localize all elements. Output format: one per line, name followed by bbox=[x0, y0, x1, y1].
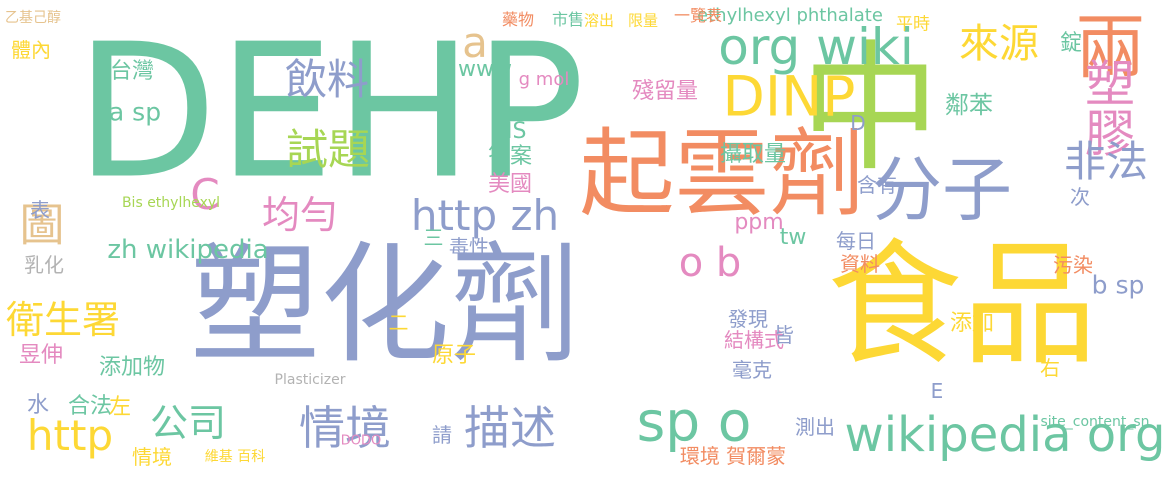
cloud-word: 毫克 bbox=[732, 358, 772, 382]
cloud-word: a bbox=[462, 18, 488, 67]
cloud-word: C bbox=[190, 170, 220, 219]
cloud-word: 台灣 bbox=[109, 59, 155, 84]
cloud-word: 分子 bbox=[872, 149, 1012, 231]
cloud-word: 中 bbox=[799, 28, 941, 191]
cloud-word: 塑膠 bbox=[1077, 57, 1135, 157]
cloud-word: 每日 bbox=[836, 229, 876, 253]
cloud-word: g mol bbox=[518, 69, 570, 90]
cloud-word: MS bbox=[493, 119, 527, 144]
cloud-word: 起雲劑 bbox=[579, 119, 865, 230]
cloud-word: http zh bbox=[410, 191, 560, 240]
cloud-word: 污染 bbox=[1053, 253, 1093, 277]
cloud-word: 衛生署 bbox=[5, 298, 121, 342]
cloud-word: 鄰苯 bbox=[945, 91, 993, 119]
cloud-word: 左 bbox=[108, 395, 132, 420]
cloud-word: Bis ethylhexyl bbox=[121, 195, 221, 211]
cloud-word: 一覽表 bbox=[673, 6, 723, 25]
cloud-word: 均勻 bbox=[261, 193, 339, 237]
cloud-word: http bbox=[26, 411, 114, 460]
cloud-word: www bbox=[458, 57, 512, 82]
cloud-word: 情境 bbox=[132, 445, 172, 469]
cloud-word: tw bbox=[779, 225, 807, 250]
cloud-word: DINP bbox=[722, 64, 856, 129]
cloud-word: D bbox=[850, 111, 866, 135]
cloud-word: 請 bbox=[432, 423, 452, 447]
cloud-word: ppm bbox=[734, 210, 784, 235]
cloud-word: 溶出 bbox=[583, 11, 615, 30]
cloud-word: 食品 bbox=[827, 226, 1097, 384]
cloud-word: 含有 bbox=[857, 173, 897, 197]
cloud-word: 來源 bbox=[959, 21, 1039, 67]
cloud-word: 公司 bbox=[149, 401, 227, 445]
cloud-word: 二 bbox=[385, 312, 409, 332]
cloud-word: 描述 bbox=[464, 401, 556, 455]
cloud-word: 次 bbox=[1070, 185, 1090, 209]
cloud-word: 昱伸 bbox=[18, 343, 64, 368]
cloud-word: 添加物 bbox=[98, 355, 166, 380]
cloud-word: 殘留量 bbox=[631, 79, 699, 104]
cloud-word: E bbox=[930, 379, 944, 403]
cloud-word: zh wikipedia bbox=[107, 235, 269, 265]
cloud-word: 右 bbox=[1040, 356, 1060, 380]
cloud-word: 塑化劑 bbox=[189, 229, 581, 381]
cloud-word: 情境 bbox=[299, 401, 391, 455]
cloud-word: 添加 bbox=[949, 311, 995, 336]
cloud-word: 限量 bbox=[627, 11, 659, 30]
cloud-word: 發現 bbox=[728, 307, 768, 331]
cloud-word: 測出 bbox=[795, 415, 835, 439]
cloud-word: 非法 bbox=[1063, 137, 1149, 186]
cloud-word: 錠 bbox=[1059, 31, 1083, 56]
cloud-word: 環境 賀爾蒙 bbox=[679, 444, 787, 468]
cloud-word: 兩 bbox=[1064, 10, 1146, 80]
cloud-word: o b bbox=[678, 240, 742, 286]
cloud-word: 原子 bbox=[431, 343, 477, 368]
cloud-word: org wiki bbox=[718, 18, 914, 76]
cloud-word: 維基 百科 bbox=[204, 449, 266, 465]
cloud-word: site_content_sn bbox=[1040, 414, 1150, 430]
cloud-word: wikipedia org bbox=[844, 407, 1166, 463]
cloud-word: Plasticizer bbox=[274, 372, 346, 388]
cloud-word: 水 bbox=[26, 393, 50, 418]
cloud-word: 美國 bbox=[487, 172, 533, 197]
cloud-word: ethylhexyl phthalate bbox=[697, 5, 883, 26]
cloud-word: 體內 bbox=[11, 38, 51, 62]
cloud-word: 毒性 bbox=[449, 235, 489, 259]
cloud-word: 乙基己醇 bbox=[5, 10, 61, 26]
cloud-word: 飲料 bbox=[284, 55, 370, 104]
cloud-word: DEHP bbox=[74, 3, 586, 220]
cloud-word: 三 bbox=[420, 227, 444, 247]
cloud-word: a sp bbox=[108, 97, 162, 127]
cloud-word: 圖 bbox=[19, 198, 65, 252]
cloud-word: 表 bbox=[30, 198, 50, 222]
cloud-word: 皆 bbox=[774, 323, 794, 347]
cloud-word: DODO bbox=[340, 433, 382, 449]
cloud-word: 乳化 bbox=[24, 253, 64, 277]
cloud-word: sp o bbox=[636, 389, 752, 454]
cloud-word: 藥物 bbox=[501, 10, 535, 29]
cloud-word: 答案 bbox=[487, 144, 533, 169]
cloud-word: 合法 bbox=[67, 394, 113, 419]
cloud-word: 攝取量 bbox=[719, 142, 787, 167]
cloud-word: 市售 bbox=[551, 10, 585, 29]
cloud-word: 試題 bbox=[285, 125, 371, 174]
cloud-word: 結構式 bbox=[724, 328, 784, 352]
cloud-word: b sp bbox=[1091, 270, 1145, 300]
cloud-word: 平時 bbox=[896, 14, 930, 35]
cloud-word: 資料 bbox=[840, 252, 880, 276]
